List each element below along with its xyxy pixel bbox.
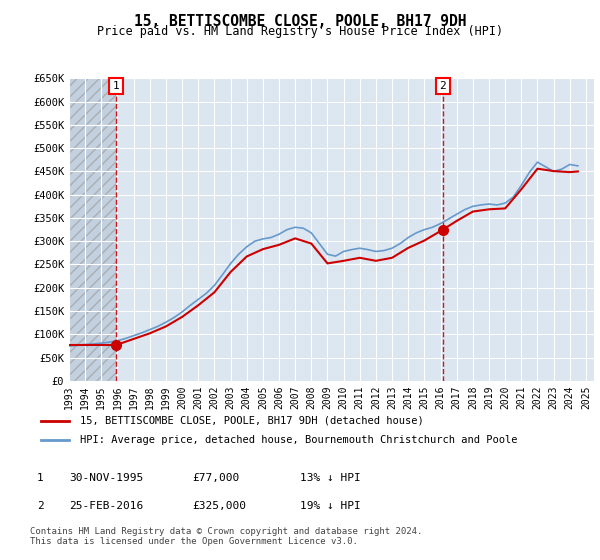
Text: Contains HM Land Registry data © Crown copyright and database right 2024.
This d: Contains HM Land Registry data © Crown c… (30, 526, 422, 546)
Text: 25-FEB-2016: 25-FEB-2016 (69, 501, 143, 511)
Text: 15, BETTISCOMBE CLOSE, POOLE, BH17 9DH (detached house): 15, BETTISCOMBE CLOSE, POOLE, BH17 9DH (… (80, 416, 424, 426)
Text: Price paid vs. HM Land Registry's House Price Index (HPI): Price paid vs. HM Land Registry's House … (97, 25, 503, 38)
Bar (69, 78, 116, 381)
Text: HPI: Average price, detached house, Bournemouth Christchurch and Poole: HPI: Average price, detached house, Bour… (80, 435, 517, 445)
Text: 19% ↓ HPI: 19% ↓ HPI (300, 501, 361, 511)
Text: 1: 1 (113, 81, 119, 91)
Text: 13% ↓ HPI: 13% ↓ HPI (300, 473, 361, 483)
Text: 2: 2 (37, 501, 44, 511)
Text: £77,000: £77,000 (192, 473, 239, 483)
Text: 15, BETTISCOMBE CLOSE, POOLE, BH17 9DH: 15, BETTISCOMBE CLOSE, POOLE, BH17 9DH (134, 14, 466, 29)
Text: 1: 1 (37, 473, 44, 483)
Text: 2: 2 (440, 81, 446, 91)
Text: £325,000: £325,000 (192, 501, 246, 511)
Text: 30-NOV-1995: 30-NOV-1995 (69, 473, 143, 483)
